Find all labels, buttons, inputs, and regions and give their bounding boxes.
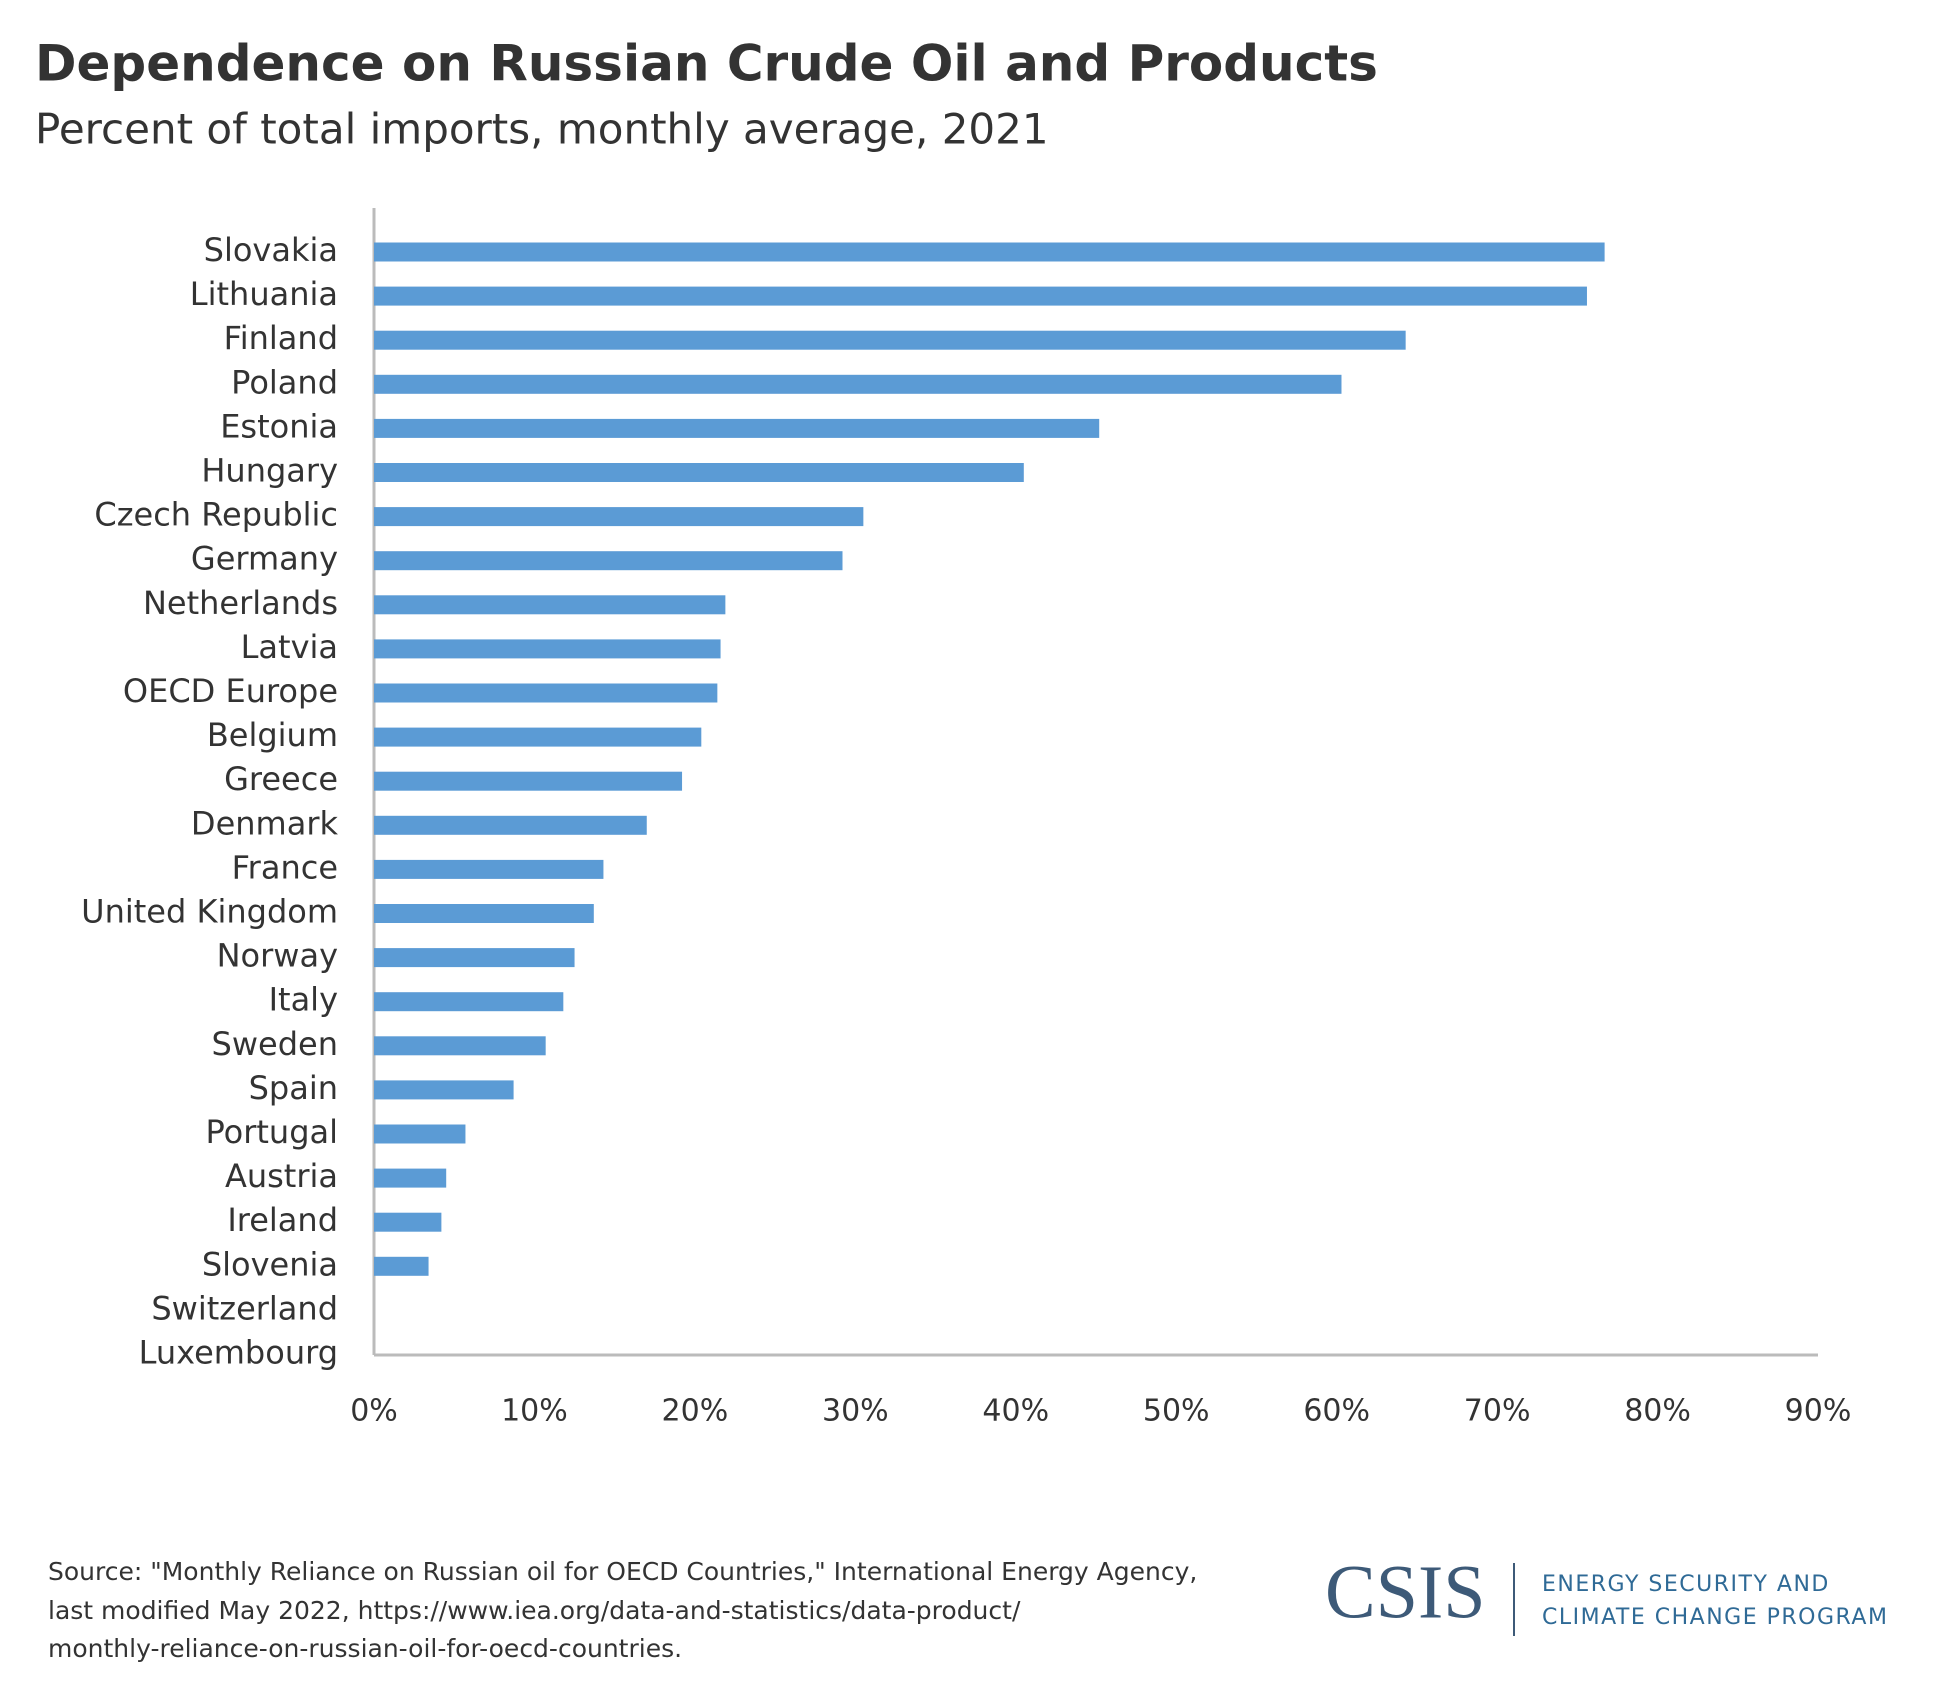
y-tick-label: United Kingdom bbox=[81, 893, 338, 931]
source-line: monthly-reliance-on-russian-oil-for-oecd… bbox=[48, 1634, 682, 1663]
y-tick-label: Netherlands bbox=[143, 584, 338, 622]
bar bbox=[374, 551, 843, 571]
bar bbox=[374, 286, 1587, 306]
bar bbox=[374, 815, 647, 835]
x-tick-label: 70% bbox=[1464, 1394, 1531, 1429]
x-tick-label: 50% bbox=[1143, 1394, 1210, 1429]
source-line: last modified May 2022, https://www.iea.… bbox=[48, 1596, 1021, 1625]
y-tick-label: Finland bbox=[224, 319, 338, 357]
y-tick-label: Portugal bbox=[205, 1113, 338, 1151]
y-tick-label: Norway bbox=[217, 937, 338, 975]
y-tick-label: Denmark bbox=[191, 804, 339, 842]
bar bbox=[374, 374, 1342, 394]
y-tick-label: Luxembourg bbox=[139, 1334, 338, 1372]
y-tick-label: OECD Europe bbox=[123, 672, 338, 710]
x-tick-label: 80% bbox=[1624, 1394, 1691, 1429]
y-tick-label: Estonia bbox=[220, 407, 338, 445]
x-tick-label: 90% bbox=[1785, 1394, 1852, 1429]
bar bbox=[374, 992, 564, 1012]
bar bbox=[374, 1124, 466, 1144]
bar bbox=[374, 948, 575, 968]
x-tick-label: 10% bbox=[501, 1394, 568, 1429]
bar bbox=[374, 904, 594, 923]
bar bbox=[374, 639, 721, 659]
bar bbox=[374, 1168, 447, 1188]
y-tick-label: Slovenia bbox=[202, 1245, 338, 1283]
logo: CSIS bbox=[1325, 1550, 1486, 1634]
source-line: Source: "Monthly Reliance on Russian oil… bbox=[48, 1557, 1197, 1586]
x-tick-label: 40% bbox=[982, 1394, 1049, 1429]
bar bbox=[374, 463, 1024, 482]
y-tick-label: Italy bbox=[269, 981, 338, 1019]
x-tick-label: 60% bbox=[1303, 1394, 1370, 1429]
y-tick-label: Greece bbox=[224, 760, 338, 798]
bar bbox=[374, 1256, 429, 1276]
bar bbox=[374, 727, 702, 747]
bar bbox=[374, 330, 1406, 350]
bar bbox=[374, 683, 718, 703]
bar bbox=[374, 507, 864, 527]
y-tick-label: Austria bbox=[225, 1157, 338, 1195]
y-tick-label: Spain bbox=[249, 1069, 338, 1107]
bar bbox=[374, 859, 604, 879]
y-tick-label: Sweden bbox=[212, 1025, 338, 1063]
bar bbox=[374, 1080, 514, 1100]
chart-subtitle: Percent of total imports, monthly averag… bbox=[35, 105, 1049, 154]
program-name: ENERGY SECURITY AND bbox=[1542, 1572, 1830, 1597]
bar bbox=[374, 1036, 546, 1056]
y-tick-label: Ireland bbox=[227, 1201, 338, 1239]
y-tick-label: Poland bbox=[231, 363, 338, 401]
bar bbox=[374, 1212, 442, 1232]
y-tick-label: Belgium bbox=[207, 716, 338, 754]
bar bbox=[374, 771, 683, 791]
program-name: CLIMATE CHANGE PROGRAM bbox=[1542, 1605, 1888, 1630]
y-tick-label: Germany bbox=[191, 540, 338, 578]
x-tick-label: 0% bbox=[350, 1394, 398, 1429]
x-tick-label: 20% bbox=[662, 1394, 729, 1429]
y-tick-label: Latvia bbox=[241, 628, 338, 666]
x-tick-label: 30% bbox=[822, 1394, 889, 1429]
y-tick-label: Czech Republic bbox=[94, 496, 338, 534]
bar bbox=[374, 242, 1605, 262]
y-tick-label: Hungary bbox=[201, 452, 338, 490]
bar bbox=[374, 418, 1100, 438]
bar bbox=[374, 595, 726, 615]
y-tick-label: Lithuania bbox=[190, 275, 338, 313]
chart-title: Dependence on Russian Crude Oil and Prod… bbox=[35, 35, 1378, 93]
y-tick-label: Slovakia bbox=[204, 231, 338, 269]
y-tick-label: Switzerland bbox=[151, 1289, 338, 1327]
y-tick-label: France bbox=[232, 848, 338, 886]
